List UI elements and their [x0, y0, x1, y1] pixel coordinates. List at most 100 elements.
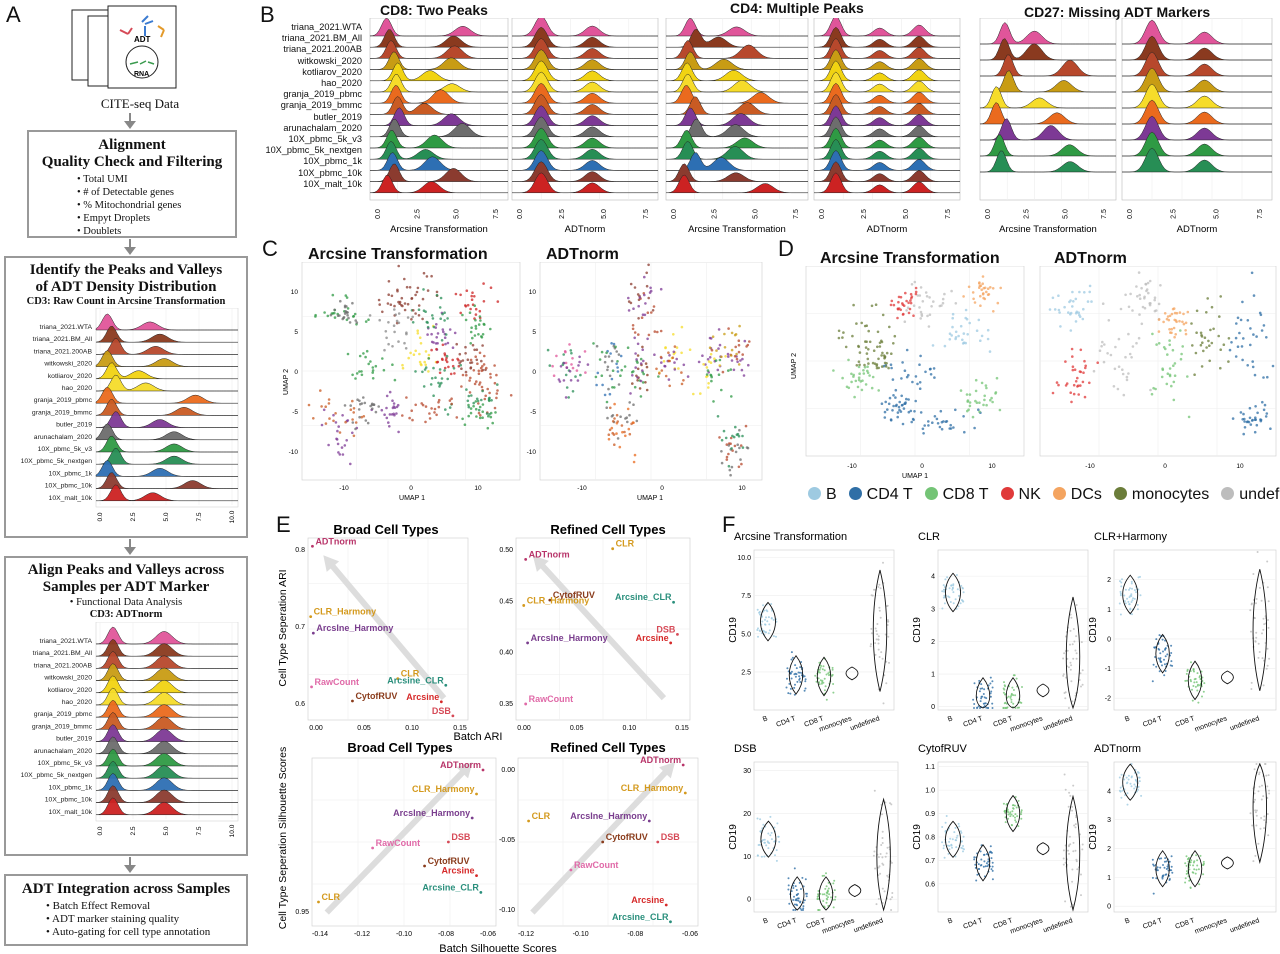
c-umap-adtnorm-point-362: [736, 443, 739, 446]
f-point-1-1-41: [982, 702, 985, 705]
e-point-label-3-5: DSB: [661, 832, 681, 842]
f-point-4-1-24: [982, 853, 985, 856]
c-umap-adtnorm-point-213: [706, 358, 710, 361]
f-point-3-2-4: [830, 896, 833, 899]
c-umap-arcsine-point-40: [327, 443, 330, 447]
f-point-0-0-38: [775, 635, 777, 638]
c-umap-adtnorm-point-192: [673, 368, 677, 371]
d-umap-adtnorm-point-166: [1210, 341, 1214, 345]
f-point-0-2-38: [825, 698, 828, 701]
f-point-3-1-2: [801, 876, 804, 879]
f-point-0-0-25: [761, 615, 764, 618]
c-umap-arcsine-point-190: [414, 349, 417, 353]
c-umap-adtnorm-point-128: [631, 382, 634, 385]
f-point-4-4-38: [1071, 809, 1074, 812]
f-point-5-2-20: [1184, 881, 1187, 884]
b-ridge-cd4-adtnorm-1: [814, 26, 960, 48]
d-umap-adtnorm-point-231: [1231, 417, 1235, 420]
f-point-4-2-9: [1015, 806, 1018, 809]
c-umap-adtnorm-point-141: [619, 374, 622, 377]
d-umap-arcsine-point-65: [918, 387, 922, 390]
d-umap-adtnorm-point-237: [1262, 408, 1266, 412]
f-point-3-4-3: [886, 846, 889, 849]
c-umap-arcsine-point-494: [397, 321, 401, 325]
e-point-0-4: [444, 683, 448, 687]
d-umap-arcsine-point-308: [979, 304, 982, 307]
d-umap-arcsine-point-72: [911, 380, 914, 384]
c-umap-adtnorm-point-132: [644, 381, 647, 384]
doc-adt-label: ADT: [134, 35, 151, 44]
f-point-2-4-37: [1263, 623, 1266, 626]
f-violin-2-0: [1122, 574, 1139, 615]
f-point-1-2-7: [1011, 686, 1014, 689]
d-umap-arcsine-point-272: [875, 364, 878, 367]
d-umap-adtnorm-point-199: [1266, 375, 1269, 379]
d-umap-arcsine-point-16: [857, 345, 860, 349]
f-point-4-2-40: [1015, 821, 1018, 823]
f-point-0-1-16: [799, 681, 802, 683]
f-point-1-1-20: [985, 697, 988, 700]
d-umap-adtnorm-point-249: [1269, 427, 1272, 430]
c-umap-arcsine-point-235: [479, 414, 482, 417]
c-umap-adtnorm-point-317: [613, 402, 616, 406]
f-point-1-2-28: [1012, 694, 1015, 697]
f-point-1-1-17: [990, 690, 993, 693]
f-point-2-2-44: [1196, 684, 1199, 687]
c-umap-adtnorm-point-150: [630, 370, 634, 374]
c-umap-arcsine-point-177: [412, 353, 416, 356]
d-umap-arcsine-point-323: [978, 281, 981, 284]
c-ytick-b-2: 0: [532, 369, 536, 376]
c-umap-adtnorm-point-221: [697, 360, 701, 364]
f-point-0-2-36: [831, 673, 834, 676]
d-umap-adtnorm-point-104: [1140, 286, 1143, 290]
ridge-a2-label-1: triana_2021.BM_All: [33, 650, 93, 657]
f-point-1-4-41: [1069, 643, 1071, 646]
f-point-0-4-19: [881, 657, 884, 660]
f-xtick-1-4: undefined: [1042, 715, 1073, 732]
d-umap-arcsine-point-173: [945, 420, 949, 423]
f-point-0-2-26: [819, 679, 822, 682]
c-umap-arcsine-point-35: [336, 429, 339, 433]
b-ridge-cd4-adtnorm-0: [814, 18, 960, 37]
f-point-0-4-35: [873, 588, 875, 591]
d-umap-adtnorm-point-29: [1063, 305, 1066, 309]
d-umap-adtnorm-point-14: [1083, 291, 1086, 294]
b-ridge-cd8-adtnorm-3: [512, 49, 658, 70]
d-umap-arcsine-point-317: [986, 293, 990, 296]
b-sample-label-7: granja_2019_bmmc: [280, 100, 362, 111]
d-umap-arcsine-point-318: [973, 301, 977, 304]
ridge-a1-label-9: arunachalam_2020: [34, 434, 92, 441]
c-umap-adtnorm-point-4: [564, 373, 568, 377]
b-tick-cd8-arcsine-0: 0.0: [375, 209, 382, 219]
f-point-4-0-35: [944, 829, 947, 832]
c-umap-adtnorm-point-169: [677, 367, 680, 370]
c-umap-adtnorm-point-217: [718, 343, 722, 347]
f-point-5-1-14: [1168, 878, 1171, 880]
c-umap-arcsine-point-157: [455, 342, 458, 346]
d-umap-adtnorm-point-205: [1234, 355, 1238, 358]
c-umap-adtnorm-point-353: [738, 428, 741, 432]
f-point-5-4-7: [1257, 842, 1260, 845]
d-umap-adtnorm-point-73: [1117, 337, 1121, 341]
f-point-5-1-33: [1155, 877, 1158, 880]
f-point-4-4-4: [1068, 791, 1071, 794]
c-umap-arcsine-point-167: [469, 361, 472, 365]
d-umap-arcsine-point-132: [964, 308, 968, 312]
d-umap-arcsine-point-324: [982, 296, 985, 300]
d-umap-adtnorm-point-130: [1180, 352, 1183, 356]
f-point-0-0-41: [770, 603, 773, 605]
b-ridge-cd8-adtnorm-13: [512, 161, 658, 182]
d-umap-arcsine-point-101: [868, 374, 871, 377]
f-point-1-0-7: [941, 607, 944, 610]
c-umap-arcsine-point-371: [398, 302, 401, 305]
d-umap-adtnorm-point-190: [1200, 335, 1204, 338]
d-umap-arcsine-point-109: [845, 385, 849, 389]
d-umap-adtnorm-point-122: [1143, 306, 1147, 310]
c-umap-adtnorm-point-20: [571, 366, 575, 370]
d-umap-adtnorm-point-247: [1261, 400, 1264, 404]
c-umap-adtnorm-point-58: [603, 360, 607, 364]
d-umap-adtnorm-point-106: [1127, 305, 1131, 309]
d-umap-adtnorm-point-125: [1148, 303, 1152, 307]
c-umap-arcsine-point-146: [494, 411, 497, 414]
